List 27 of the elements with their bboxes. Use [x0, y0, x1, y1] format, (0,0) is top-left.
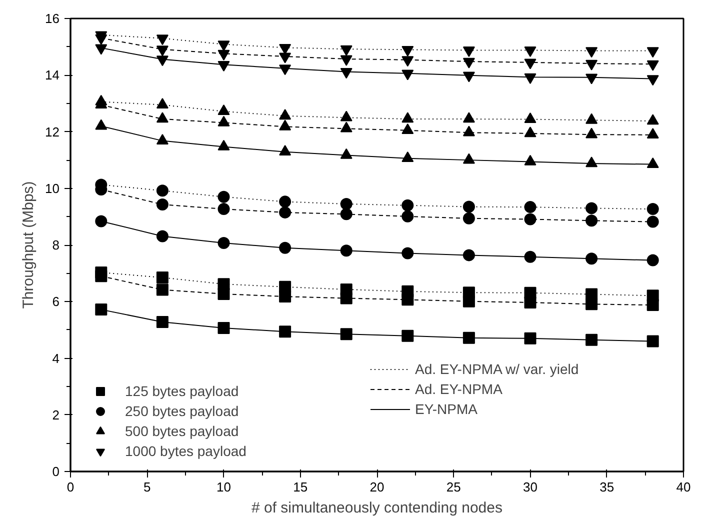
x-tick-label: 25	[446, 480, 461, 494]
y-tick-label: 2	[52, 407, 60, 422]
y-tick-label: 8	[52, 238, 60, 252]
legend-label: Ad. EY-NPMA	[415, 381, 502, 397]
y-tick-label: 16	[45, 11, 60, 26]
x-tick-label: 5	[144, 480, 151, 494]
y-tick-label: 12	[45, 124, 60, 140]
legend-label: 1000 bytes payload	[125, 443, 246, 459]
x-tick-label: 15	[293, 480, 308, 494]
legend-label: 250 bytes payload	[125, 403, 239, 419]
y-tick-label: 0	[52, 464, 60, 479]
y-tick-label: 4	[52, 350, 60, 366]
legend-label: 500 bytes payload	[125, 423, 239, 439]
x-tick-label: 30	[523, 480, 538, 494]
x-tick-label: 10	[216, 480, 231, 494]
y-axis-title: Throughput (Mbps)	[20, 181, 38, 309]
y-tick-label: 6	[52, 294, 60, 310]
y-tick-label: 10	[45, 180, 60, 196]
x-tick-label: 0	[66, 480, 74, 494]
legend-label: EY-NPMA	[415, 401, 478, 417]
y-tick-label: 14	[45, 68, 60, 83]
x-tick-label: 35	[600, 480, 614, 494]
legend-label: Ad. EY-NPMA w/ var. yield	[415, 361, 579, 377]
x-tick-label: 20	[370, 480, 384, 494]
x-tick-label: 40	[676, 480, 691, 494]
x-axis-title: # of simultaneously contending nodes	[252, 500, 503, 516]
legend-label: 125 bytes payload	[125, 383, 239, 399]
